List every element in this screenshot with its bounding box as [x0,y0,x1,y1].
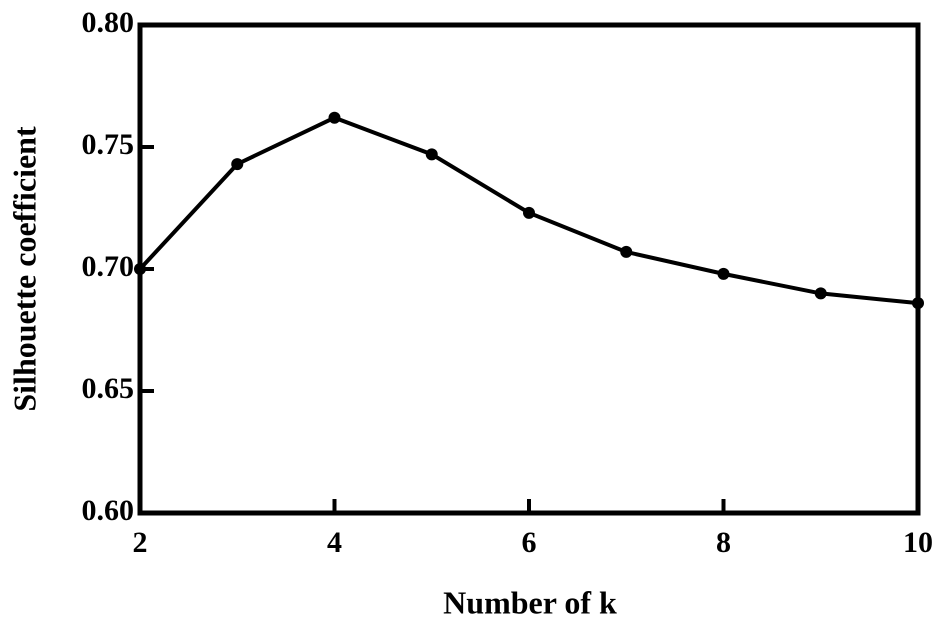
marker [231,158,244,171]
marker [134,263,146,275]
marker [328,111,341,124]
marker [717,267,730,280]
marker [523,206,535,219]
x-tick-label: 4 [327,526,342,559]
y-axis-label: Silhouette coefficient [6,126,42,412]
marker [912,297,924,310]
marker [620,245,633,258]
x-tick-label: 8 [716,526,731,559]
marker [814,287,827,300]
y-tick-label: 0.75 [82,128,135,161]
y-tick-label: 0.65 [82,372,135,405]
marker [425,148,438,161]
plot-frame [137,22,921,516]
x-tick-label: 10 [903,526,933,559]
y-tick-label: 0.70 [82,250,135,283]
x-axis-label: Number of k [443,584,617,620]
x-tick-label: 6 [522,526,537,559]
y-tick-label: 0.80 [82,6,135,39]
y-tick-label: 0.60 [82,494,135,527]
x-tick-label: 2 [133,526,148,559]
